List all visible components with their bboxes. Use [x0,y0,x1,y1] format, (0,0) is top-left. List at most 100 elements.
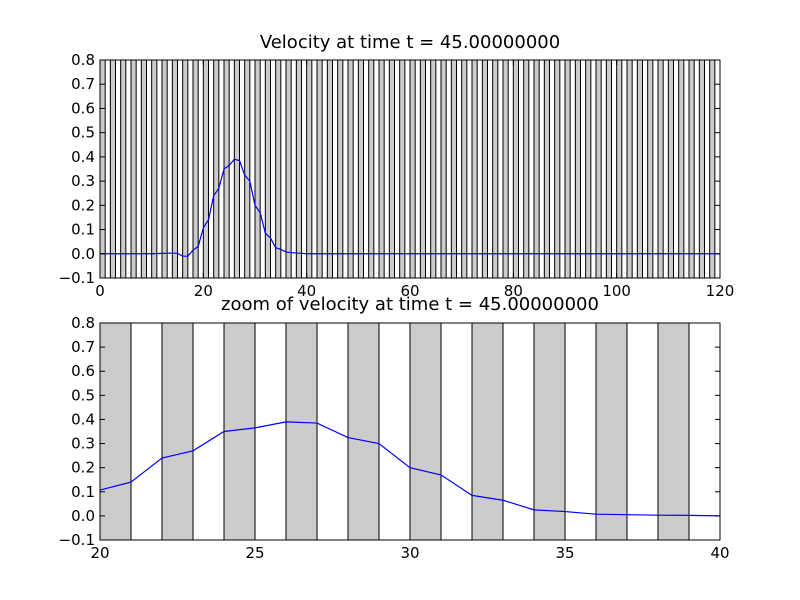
velocity-chart-bar [171,59,178,279]
velocity-chart-bar [368,59,375,279]
velocity-chart-bar [543,59,550,279]
velocity-chart-xtick-label: 120 [706,282,735,300]
velocity-chart-bar [316,59,323,279]
velocity-chart-bar [409,59,416,279]
velocity-chart-bar [202,59,209,279]
velocity-chart-bar [595,59,602,279]
velocity-chart-bar [378,59,385,279]
velocity-chart-bar [450,59,458,279]
zoom-velocity-chart-ytick-label: 0.1 [71,483,95,501]
zoom-velocity-chart-series [99,421,721,517]
velocity-chart-bar [709,59,716,279]
velocity-chart-bar [523,59,530,279]
velocity-chart-bar [512,59,519,279]
velocity-chart-bar [182,59,189,279]
zoom-velocity-chart-ytick-label: 0.2 [71,459,95,477]
velocity-chart-velocity-line [100,158,720,257]
velocity-chart-bar [285,59,292,279]
velocity-chart-ticks: 0 20 40 60 80 100 120 −0.1 0.0 0.1 0.2 0.3 0.4 0.5 0.6… [59,51,735,300]
velocity-chart-bar [574,59,581,279]
zoom-velocity-chart-bar [99,322,132,541]
velocity-chart-ytick-label: 0.7 [71,75,95,93]
zoom-velocity-chart-xtick-label: 40 [710,544,729,562]
velocity-chart-bar [213,59,220,279]
velocity-chart-ytick-label: 0.6 [71,99,95,117]
zoom-velocity-chart-xtick-label: 35 [555,544,574,562]
zoom-velocity-chart-ytick-label: 0.8 [71,314,95,332]
zoom-velocity-chart-xtick-label: 20 [90,544,109,562]
velocity-chart-bar [533,59,540,279]
velocity-chart-xtick-label: 20 [194,282,213,300]
velocity-chart-bar [120,59,127,279]
zoom-velocity-chart-bar [657,322,690,541]
velocity-chart-bar [605,59,612,279]
velocity-chart-bar [151,59,158,279]
velocity-chart-bar [481,59,489,279]
velocity-chart-bar [636,59,643,279]
velocity-chart-xtick-label: 100 [602,282,631,300]
velocity-chart-bar [698,59,705,279]
velocity-chart-bar [140,59,147,279]
velocity-chart-xtick-label: 60 [400,282,419,300]
zoom-velocity-chart-xtick-label: 30 [400,544,419,562]
velocity-chart-bar [130,59,137,279]
zoom-velocity-chart-ytick-label: 0.4 [71,410,95,428]
velocity-chart-bar [264,59,272,279]
velocity-chart-bar [647,59,654,279]
zoom-velocity-chart-bar [409,322,442,541]
velocity-chart-bar [326,59,334,279]
velocity-chart-ytick-label: 0.1 [71,221,95,239]
velocity-chart-ytick-label: 0.4 [71,148,95,166]
velocity-chart-bar [461,59,468,279]
zoom-velocity-chart-bar [595,322,628,541]
zoom-velocity-chart-ytick-label: 0.5 [71,386,95,404]
velocity-chart-bar [99,59,106,279]
zoom-velocity-chart-ticks: 20 25 30 35 40 −0.1 0.0 0.1 0.2 0.3 0.4 0.5 0.6 0.7 0.… [59,314,730,562]
velocity-chart-bar [554,59,561,279]
velocity-chart-bar [471,59,478,279]
velocity-chart-bar [502,59,509,279]
zoom-velocity-chart: 20 25 30 35 40 −0.1 0.0 0.1 0.2 0.3 0.4 0.5 0.6 0.7 0.… [59,294,730,562]
zoom-velocity-chart-bar [161,322,194,541]
velocity-chart-xtick-label: 0 [95,282,105,300]
velocity-chart-bar [233,59,240,279]
velocity-chart-bar [667,59,674,279]
velocity-chart-bar [161,59,168,279]
velocity-chart-bar [388,59,396,279]
velocity-chart-bar [440,59,447,279]
velocity-chart-bar [626,59,633,279]
zoom-velocity-chart-title: zoom of velocity at time t = 45.00000000 [221,294,599,315]
velocity-chart-title: Velocity at time t = 45.00000000 [260,32,560,53]
zoom-velocity-chart-background-bars [99,322,690,541]
velocity-chart-bar [109,59,117,279]
velocity-chart-bar [678,59,685,279]
velocity-chart-bar [419,59,427,279]
velocity-chart-bar [275,59,282,279]
velocity-chart-bar [295,59,303,279]
velocity-chart-xtick-label: 80 [504,282,523,300]
velocity-chart-bar [585,59,592,279]
velocity-chart-bar [616,59,623,279]
velocity-chart-bar [564,59,571,279]
velocity-chart-ytick-label: 0.3 [71,172,95,190]
velocity-chart-bar [492,59,499,279]
velocity-chart-ytick-label: 0.2 [71,196,95,214]
velocity-chart: 0 20 40 60 80 100 120 −0.1 0.0 0.1 0.2 0.3 0.4 0.5 0.6… [59,32,735,300]
velocity-chart-bar [347,59,354,279]
velocity-chart-bar [192,59,199,279]
zoom-velocity-chart-xtick-label: 25 [245,544,264,562]
velocity-chart-bar [688,59,695,279]
velocity-chart-xtick-label: 40 [297,282,316,300]
zoom-velocity-chart-bar [285,322,318,541]
zoom-velocity-chart-ytick-label: −0.1 [59,531,95,549]
velocity-chart-bar [244,59,251,279]
velocity-chart-bar [337,59,344,279]
zoom-velocity-chart-velocity-line [99,421,721,517]
zoom-velocity-chart-ytick-label: 0.6 [71,362,95,380]
velocity-chart-bar [306,59,313,279]
velocity-chart-ytick-label: −0.1 [59,269,95,287]
velocity-chart-bar [657,59,664,279]
velocity-chart-ytick-label: 0.5 [71,124,95,142]
zoom-velocity-chart-ytick-label: 0.0 [71,507,95,525]
